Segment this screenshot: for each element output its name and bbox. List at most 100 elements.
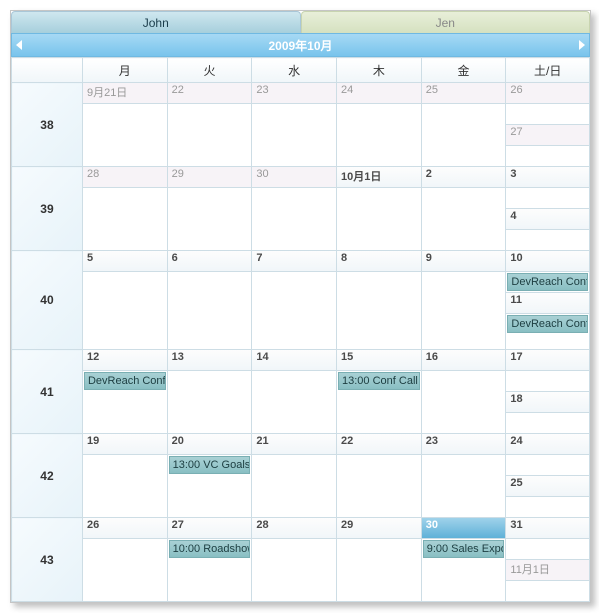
weekend-cell[interactable]: 3 4 (506, 167, 590, 251)
day-cell[interactable]: 27 10:00 Roadshow (167, 518, 252, 602)
event[interactable]: 13:00 Conf Call (338, 372, 420, 390)
day-cell[interactable]: 29 (337, 518, 422, 602)
day-number: 2 (422, 167, 506, 188)
day-number: 15 (337, 350, 421, 371)
day-cell[interactable]: 23 (421, 434, 506, 518)
calendar: John Jen 2009年10月 月 火 水 木 金 土/日 38 (10, 10, 591, 603)
dow-thu: 木 (337, 58, 422, 83)
event[interactable]: 10:00 Roadshow (169, 540, 251, 558)
dow-wed: 水 (252, 58, 337, 83)
prev-month-icon[interactable] (16, 40, 22, 50)
day-number: 17 (506, 350, 589, 371)
day-number: 16 (422, 350, 506, 371)
title-label: 2009年10月 (268, 37, 332, 54)
week-41: 41 (12, 350, 83, 434)
day-cell[interactable]: 13 (167, 350, 252, 434)
week-39: 39 (12, 167, 83, 251)
day-cell[interactable]: 12 DevReach Conference (82, 350, 167, 434)
day-number: 23 (422, 434, 506, 455)
day-cell[interactable]: 8 (337, 251, 422, 350)
weekend-cell[interactable]: 10 DevReach Conference 11 DevReach Confe… (506, 251, 590, 350)
day-cell[interactable]: 25 (421, 83, 506, 167)
weekend-cell[interactable]: 24 25 (506, 434, 590, 518)
day-number: 28 (252, 518, 336, 539)
next-month-icon[interactable] (579, 40, 585, 50)
day-number: 31 (506, 518, 589, 539)
event[interactable]: 9:00 Sales Expo (423, 540, 505, 558)
day-cell[interactable]: 6 (167, 251, 252, 350)
week-42: 42 (12, 434, 83, 518)
day-number: 24 (506, 434, 589, 455)
tab-jen[interactable]: Jen (301, 11, 591, 33)
day-cell[interactable]: 10月1日 (337, 167, 422, 251)
day-number: 8 (337, 251, 421, 272)
day-number: 19 (83, 434, 167, 455)
day-cell[interactable]: 28 (82, 167, 167, 251)
day-cell[interactable]: 24 (337, 83, 422, 167)
event[interactable]: DevReach Conference (507, 273, 588, 291)
day-cell[interactable]: 22 (337, 434, 422, 518)
day-number: 24 (337, 83, 421, 104)
day-number: 23 (252, 83, 336, 104)
day-cell[interactable]: 19 (82, 434, 167, 518)
day-number: 25 (506, 476, 589, 497)
day-number: 21 (252, 434, 336, 455)
day-number: 25 (422, 83, 506, 104)
weekend-cell[interactable]: 17 18 (506, 350, 590, 434)
day-cell[interactable]: 22 (167, 83, 252, 167)
day-number: 26 (83, 518, 167, 539)
day-cell[interactable]: 26 (82, 518, 167, 602)
day-number: 29 (168, 167, 252, 188)
day-number: 28 (83, 167, 167, 188)
day-number: 10 (506, 251, 589, 272)
day-number: 4 (506, 209, 589, 230)
week-40: 40 (12, 251, 83, 350)
day-number: 22 (168, 83, 252, 104)
dow-weekend: 土/日 (506, 58, 590, 83)
week-38: 38 (12, 83, 83, 167)
day-number: 18 (506, 392, 589, 413)
day-cell[interactable]: 14 (252, 350, 337, 434)
title-bar: 2009年10月 (11, 33, 590, 57)
day-number: 30 (252, 167, 336, 188)
tab-john[interactable]: John (11, 11, 301, 33)
day-cell[interactable]: 20 13:00 VC Goals (167, 434, 252, 518)
dow-tue: 火 (167, 58, 252, 83)
day-number: 6 (168, 251, 252, 272)
day-number: 3 (506, 167, 589, 188)
day-number: 30 (422, 518, 506, 539)
day-number: 12 (83, 350, 167, 371)
day-number: 14 (252, 350, 336, 371)
day-number: 5 (83, 251, 167, 272)
day-cell[interactable]: 5 (82, 251, 167, 350)
dow-mon: 月 (82, 58, 167, 83)
day-number: 9 (422, 251, 506, 272)
day-number: 27 (168, 518, 252, 539)
day-cell[interactable]: 16 (421, 350, 506, 434)
day-cell[interactable]: 29 (167, 167, 252, 251)
event[interactable]: 13:00 VC Goals (169, 456, 251, 474)
weekend-cell[interactable]: 26 27 (506, 83, 590, 167)
week-43: 43 (12, 518, 83, 602)
day-cell[interactable]: 28 (252, 518, 337, 602)
calendar-grid: 月 火 水 木 金 土/日 38 9月21日 22 23 24 25 26 27 (11, 57, 590, 602)
day-number: 11月1日 (506, 560, 589, 581)
day-cell[interactable]: 30 9:00 Sales Expo (421, 518, 506, 602)
day-cell[interactable]: 7 (252, 251, 337, 350)
tab-row: John Jen (11, 11, 590, 33)
day-number: 29 (337, 518, 421, 539)
event[interactable]: DevReach Conference (507, 315, 588, 333)
event[interactable]: DevReach Conference (84, 372, 166, 390)
dow-week (12, 58, 83, 83)
day-cell[interactable]: 23 (252, 83, 337, 167)
day-cell[interactable]: 2 (421, 167, 506, 251)
day-cell[interactable]: 30 (252, 167, 337, 251)
day-number: 20 (168, 434, 252, 455)
day-number: 22 (337, 434, 421, 455)
day-cell[interactable]: 15 13:00 Conf Call (337, 350, 422, 434)
day-number: 13 (168, 350, 252, 371)
day-cell[interactable]: 9月21日 (82, 83, 167, 167)
weekend-cell[interactable]: 31 11月1日 (506, 518, 590, 602)
day-cell[interactable]: 21 (252, 434, 337, 518)
day-cell[interactable]: 9 (421, 251, 506, 350)
